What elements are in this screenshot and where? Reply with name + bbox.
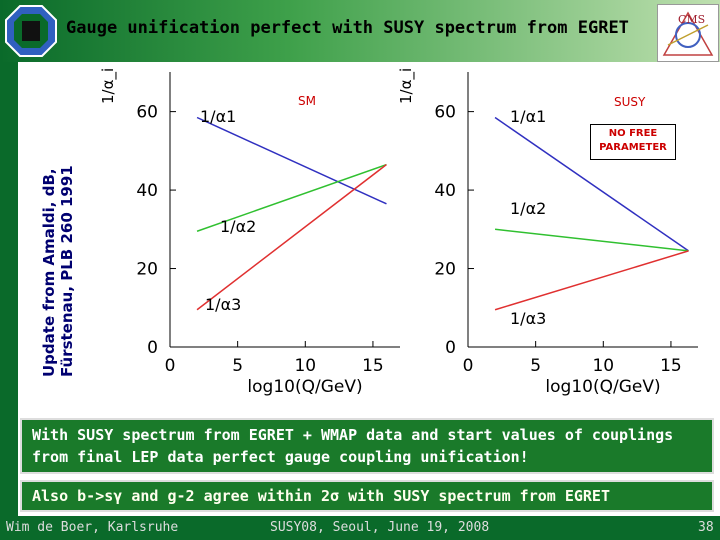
series-label: 1/α3: [510, 309, 546, 328]
side-note: Update from Amaldi, dB, Fürstenau, PLB 2…: [20, 62, 76, 386]
sm-panel-label: SM: [298, 94, 316, 108]
series-label: 1/α1: [510, 107, 546, 126]
series-line-2: [494, 228, 689, 252]
x-axis-label: log10(Q/GeV): [247, 377, 362, 397]
slide-title: Gauge unification perfect with SUSY spec…: [66, 18, 629, 38]
y-axis-label: 1/α_i: [99, 68, 118, 104]
octagon-logo-icon: [5, 5, 57, 57]
y-tick-label: 0: [445, 338, 456, 358]
y-tick-label: 60: [136, 103, 158, 123]
x-tick-label: 15: [362, 356, 384, 376]
y-axis-label: 1/α_i: [397, 68, 416, 104]
header-bar: Gauge unification perfect with SUSY spec…: [0, 0, 720, 62]
no-free-parameter-note: NO FREE PARAMETER: [590, 124, 676, 160]
y-tick-label: 40: [136, 181, 158, 201]
y-tick-label: 40: [434, 181, 456, 201]
svg-text:CMS: CMS: [678, 13, 705, 26]
series-line-3: [494, 250, 689, 311]
y-tick-label: 20: [434, 260, 456, 280]
y-tick-label: 0: [147, 338, 158, 358]
x-tick-label: 5: [232, 356, 243, 376]
x-tick-label: 10: [592, 356, 614, 376]
side-note-line2: Fürstenau, PLB 260 1991: [58, 165, 76, 377]
agreement-box: Also b->sγ and g-2 agree within 2σ with …: [20, 480, 714, 512]
x-tick-label: 0: [463, 356, 474, 376]
left-decor-bar: [0, 62, 18, 540]
series-label: 1/α2: [220, 217, 256, 236]
footer-author: Wim de Boer, Karlsruhe: [6, 520, 179, 535]
x-axis-label: log10(Q/GeV): [545, 377, 660, 397]
x-tick-label: 10: [294, 356, 316, 376]
y-tick-label: 20: [136, 260, 158, 280]
series-label: 1/α1: [200, 107, 236, 126]
series-label: 1/α2: [510, 199, 546, 218]
chart-area: 1/α_i 0 20 40 60 0 5 10 15 log10(Q/GeV) 1/α1 1/α2 1/…: [80, 62, 720, 412]
x-tick-label: 0: [165, 356, 176, 376]
footer-page: 38: [698, 520, 714, 535]
cms-logo-icon: CMS: [657, 4, 719, 62]
series-line-3: [196, 163, 387, 311]
series-line-1: [494, 116, 689, 252]
x-tick-label: 5: [530, 356, 541, 376]
conclusion-box: With SUSY spectrum from EGRET + WMAP dat…: [20, 418, 714, 474]
series-label: 1/α3: [205, 295, 241, 314]
series-line-1: [196, 116, 387, 205]
footer-event: SUSY08, Seoul, June 19, 2008: [270, 520, 490, 535]
y-tick-label: 60: [434, 103, 456, 123]
footer: Wim de Boer, Karlsruhe SUSY08, Seoul, Ju…: [0, 516, 720, 540]
susy-panel-label: SUSY: [614, 95, 646, 109]
x-tick-label: 15: [660, 356, 682, 376]
series-line-2: [196, 163, 387, 232]
side-note-line1: Update from Amaldi, dB,: [40, 168, 58, 377]
